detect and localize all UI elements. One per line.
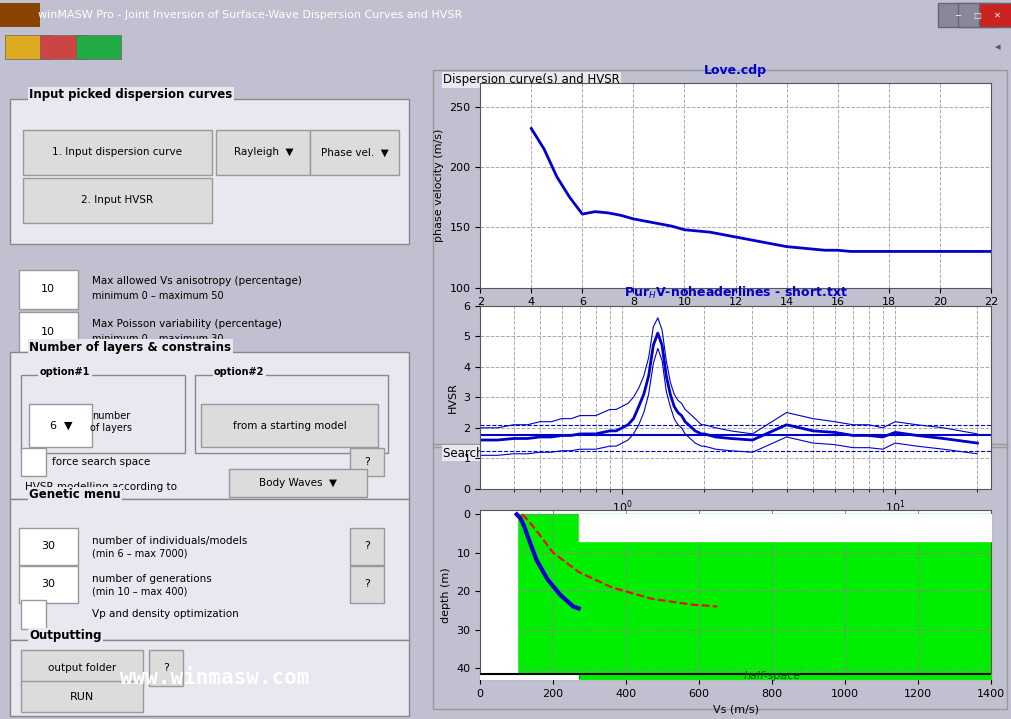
Text: Vp and density optimization: Vp and density optimization <box>92 609 239 619</box>
Text: minimum 0 – maximum 50: minimum 0 – maximum 50 <box>92 291 223 301</box>
FancyBboxPatch shape <box>21 375 185 454</box>
FancyBboxPatch shape <box>21 600 47 628</box>
Text: output folder: output folder <box>48 663 116 673</box>
FancyBboxPatch shape <box>19 528 78 565</box>
Text: 10: 10 <box>41 327 56 337</box>
FancyBboxPatch shape <box>19 313 78 352</box>
Text: www.winmasw.com: www.winmasw.com <box>120 668 309 688</box>
Text: Outputting: Outputting <box>29 629 102 642</box>
FancyBboxPatch shape <box>149 650 183 686</box>
Text: winMASW Pro - Joint Inversion of Surface-Wave Dispersion Curves and HVSR: winMASW Pro - Joint Inversion of Surface… <box>38 10 463 20</box>
Text: ◂: ◂ <box>995 42 1001 52</box>
Text: Rayleigh  ▼: Rayleigh ▼ <box>234 147 293 157</box>
FancyBboxPatch shape <box>23 130 212 175</box>
Text: RUN: RUN <box>70 692 94 702</box>
X-axis label: Vs (m/s): Vs (m/s) <box>713 705 758 715</box>
FancyBboxPatch shape <box>10 352 409 499</box>
Text: option#2: option#2 <box>214 367 264 377</box>
Text: HVSR modelling according to: HVSR modelling according to <box>25 482 177 492</box>
FancyBboxPatch shape <box>958 3 997 27</box>
Text: (min 10 – max 400): (min 10 – max 400) <box>92 587 188 597</box>
Text: Max Poisson variability (percentage): Max Poisson variability (percentage) <box>92 319 282 329</box>
FancyBboxPatch shape <box>10 499 409 641</box>
FancyBboxPatch shape <box>195 375 388 454</box>
FancyBboxPatch shape <box>201 404 377 447</box>
Text: from a starting model: from a starting model <box>233 421 347 431</box>
Text: half-space: half-space <box>743 672 801 682</box>
Text: Search space: Search space <box>443 447 522 460</box>
Text: 30: 30 <box>41 580 56 590</box>
Text: number of individuals/models: number of individuals/models <box>92 536 248 546</box>
Text: ?: ? <box>364 580 370 590</box>
Text: ─: ─ <box>955 11 959 19</box>
Text: ?: ? <box>163 663 169 673</box>
Y-axis label: HVSR: HVSR <box>448 382 458 413</box>
Text: 1. Input dispersion curve: 1. Input dispersion curve <box>53 147 182 157</box>
FancyBboxPatch shape <box>10 641 409 715</box>
FancyBboxPatch shape <box>228 470 367 498</box>
FancyBboxPatch shape <box>216 130 310 175</box>
X-axis label: frequency (Hz): frequency (Hz) <box>695 313 776 323</box>
FancyBboxPatch shape <box>19 270 78 309</box>
Text: Number of layers & constrains: Number of layers & constrains <box>29 341 232 354</box>
Text: 6  ▼: 6 ▼ <box>50 421 72 431</box>
Text: □: □ <box>974 11 982 19</box>
Y-axis label: phase velocity (m/s): phase velocity (m/s) <box>434 129 444 242</box>
FancyBboxPatch shape <box>351 448 384 477</box>
Text: Body Waves  ▼: Body Waves ▼ <box>259 478 337 488</box>
FancyBboxPatch shape <box>351 528 384 565</box>
FancyBboxPatch shape <box>979 3 1011 27</box>
FancyBboxPatch shape <box>938 3 977 27</box>
FancyBboxPatch shape <box>0 3 40 27</box>
FancyBboxPatch shape <box>21 650 143 686</box>
FancyBboxPatch shape <box>351 566 384 603</box>
Text: option#1: option#1 <box>39 367 90 377</box>
Text: 30: 30 <box>41 541 56 551</box>
Text: ?: ? <box>364 541 370 551</box>
Text: 2. Input HVSR: 2. Input HVSR <box>82 196 154 206</box>
Text: 10: 10 <box>41 285 56 295</box>
Text: Genetic menu: Genetic menu <box>29 488 121 501</box>
Text: (min 6 – max 7000): (min 6 – max 7000) <box>92 549 188 559</box>
X-axis label: frequency (Hz): frequency (Hz) <box>695 521 776 531</box>
FancyBboxPatch shape <box>40 35 86 59</box>
Text: Phase vel.  ▼: Phase vel. ▼ <box>320 147 388 157</box>
FancyBboxPatch shape <box>5 35 51 59</box>
Text: number of generations: number of generations <box>92 574 212 584</box>
FancyBboxPatch shape <box>76 35 121 59</box>
Text: number
of layers: number of layers <box>90 411 132 433</box>
Text: ?: ? <box>364 457 370 467</box>
Text: Input picked dispersion curves: Input picked dispersion curves <box>29 88 233 101</box>
Title: Love.cdp: Love.cdp <box>704 65 767 78</box>
FancyBboxPatch shape <box>310 130 398 175</box>
FancyBboxPatch shape <box>21 448 47 477</box>
Y-axis label: depth (m): depth (m) <box>441 567 451 623</box>
FancyBboxPatch shape <box>29 404 92 447</box>
FancyBboxPatch shape <box>23 178 212 223</box>
Title: Pur$_H$V-noheaderlines - short.txt: Pur$_H$V-noheaderlines - short.txt <box>624 285 847 301</box>
FancyBboxPatch shape <box>10 99 409 244</box>
FancyBboxPatch shape <box>19 566 78 603</box>
Text: Max allowed Vs anisotropy (percentage): Max allowed Vs anisotropy (percentage) <box>92 276 302 286</box>
Text: Dispersion curve(s) and HVSR: Dispersion curve(s) and HVSR <box>443 73 620 86</box>
Text: force search space: force search space <box>53 457 151 467</box>
Text: ✕: ✕ <box>995 11 1001 19</box>
Text: minimum 0 – maximum 30: minimum 0 – maximum 30 <box>92 334 223 344</box>
FancyBboxPatch shape <box>21 681 143 713</box>
